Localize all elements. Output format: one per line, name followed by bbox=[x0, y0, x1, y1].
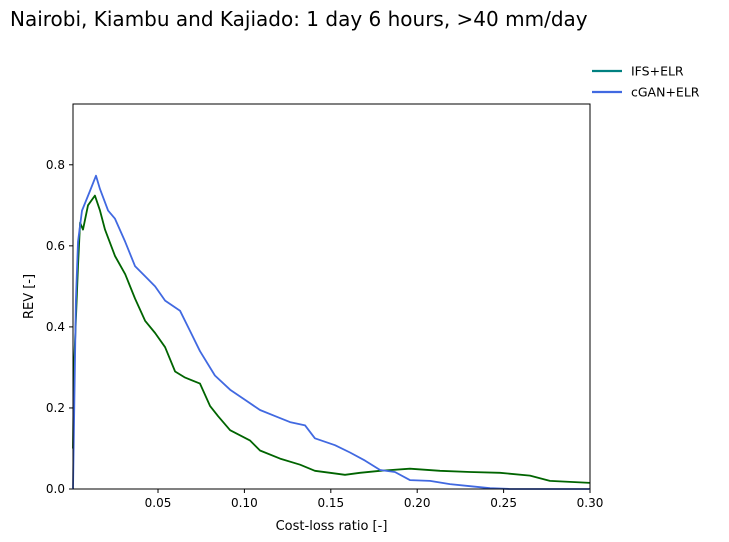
x-tick-label: 0.20 bbox=[404, 496, 431, 510]
legend: IFS+ELR cGAN+ELR bbox=[592, 64, 700, 100]
series-line-ifs-elr bbox=[72, 194, 591, 484]
y-tick-label: 0.6 bbox=[46, 239, 65, 253]
axes: 0.05 0.10 0.15 0.20 0.25 0.30 0.0 0.2 0.4 0.6 0.8 bbox=[46, 158, 603, 510]
x-tick-label: 0.25 bbox=[490, 496, 517, 510]
x-tick-label: 0.10 bbox=[231, 496, 258, 510]
legend-label: cGAN+ELR bbox=[631, 85, 700, 100]
y-tick-label: 0.0 bbox=[46, 482, 65, 496]
x-tick-label: 0.30 bbox=[577, 496, 604, 510]
y-tick-label: 0.2 bbox=[46, 401, 65, 415]
x-tick-label: 0.15 bbox=[317, 496, 344, 510]
legend-label: IFS+ELR bbox=[631, 64, 684, 79]
chart-title: Nairobi, Kiambu and Kajiado: 1 day 6 hou… bbox=[10, 7, 588, 31]
y-tick-label: 0.8 bbox=[46, 158, 65, 172]
plot-frame bbox=[72, 103, 591, 490]
x-tick-label: 0.05 bbox=[145, 496, 172, 510]
series-line-cgan-elr bbox=[72, 174, 590, 490]
series-lines bbox=[72, 174, 591, 490]
x-axis-label: Cost-loss ratio [-] bbox=[276, 519, 388, 534]
y-axis-label: REV [-] bbox=[22, 274, 37, 319]
y-tick-label: 0.4 bbox=[46, 320, 65, 334]
